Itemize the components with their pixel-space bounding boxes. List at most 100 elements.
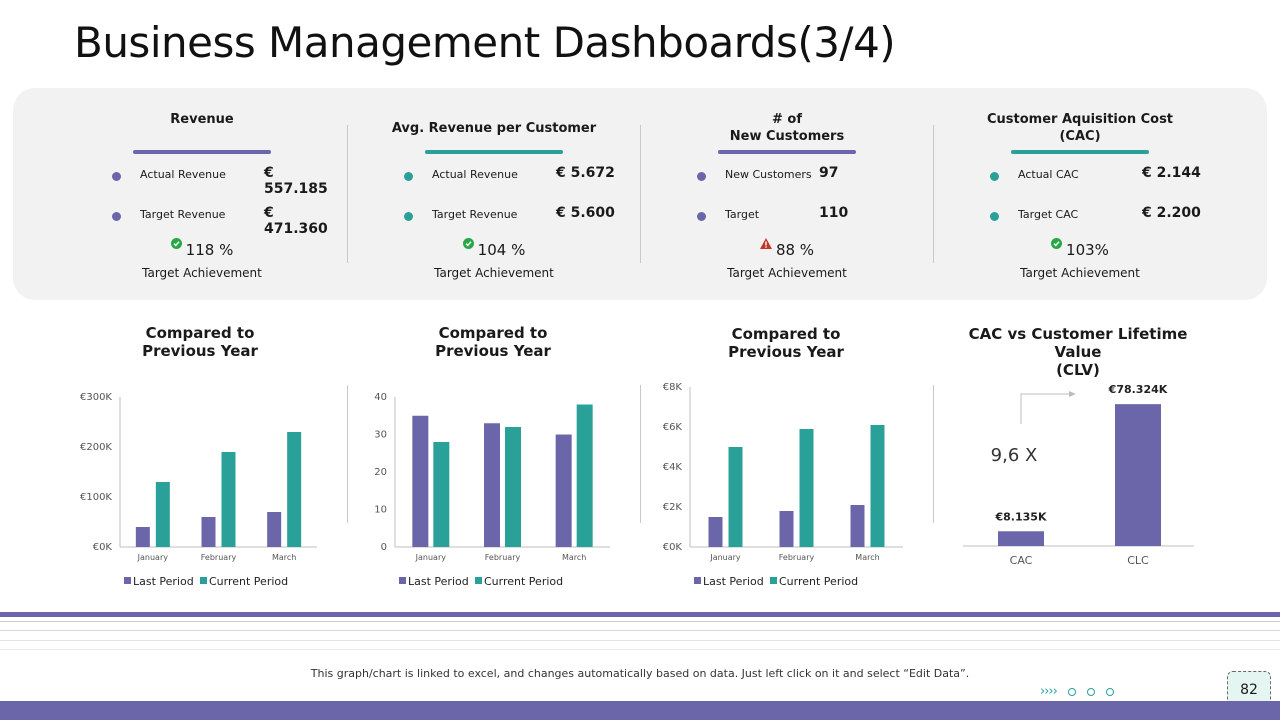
footer-rule xyxy=(0,640,1280,641)
chart-title-line: CAC vs Customer Lifetime Value xyxy=(968,325,1188,361)
bar-cac xyxy=(998,531,1044,546)
y-tick-label: €4K xyxy=(663,462,683,473)
x-tick-label: February xyxy=(779,553,815,562)
bullet-dot xyxy=(697,212,706,221)
chart-title-line: Compared to xyxy=(438,324,548,342)
row-label: Target Revenue xyxy=(432,208,518,221)
row-value: € 5.672 xyxy=(556,165,615,181)
y-tick-label: €0K xyxy=(93,542,113,553)
check-icon xyxy=(1051,235,1063,253)
kpi-head: Avg. Revenue per Customer xyxy=(391,121,597,136)
kpi-underline xyxy=(425,150,563,154)
y-tick-label: €6K xyxy=(663,422,683,433)
y-tick-label: 0 xyxy=(381,542,387,553)
y-tick-label: 20 xyxy=(374,467,387,478)
kpi-underline xyxy=(133,150,271,154)
kpi-percent: 88 % xyxy=(642,238,932,259)
arrow-head-icon xyxy=(1069,391,1076,397)
circle-icon xyxy=(1106,687,1115,696)
legend-swatch xyxy=(475,577,482,584)
y-tick-label: 40 xyxy=(374,392,387,403)
y-tick-label: €2K xyxy=(663,502,683,513)
row-label: Actual CAC xyxy=(1018,168,1079,181)
target-achievement-label: Target Achievement xyxy=(727,266,847,280)
bullet-dot xyxy=(112,212,121,221)
row-label: Target Revenue xyxy=(140,208,226,221)
row-value: € 5.600 xyxy=(556,205,615,221)
x-tick-label: January xyxy=(709,553,741,562)
chart-title: Compared to Previous Year xyxy=(666,325,906,361)
chevrons-icon: ›››› xyxy=(1040,684,1058,699)
bar-current-period xyxy=(221,452,236,547)
bar-current-period xyxy=(799,429,814,547)
bullet-dot xyxy=(697,172,706,181)
y-tick-label: 10 xyxy=(374,505,387,516)
data-label: €8.135K xyxy=(995,510,1047,523)
kpi-head-line: Customer Aquisition Cost xyxy=(986,112,1174,127)
bar-last-period xyxy=(484,423,500,547)
circle-icon xyxy=(1087,687,1096,696)
kpi-panel: Revenue Actual Revenue € 557.185 Target … xyxy=(13,88,1267,300)
x-tick-label: February xyxy=(485,553,521,562)
legend-swatch xyxy=(200,577,207,584)
row-label: Actual Revenue xyxy=(432,168,518,181)
kpi-new-customers: # of New Customers New Customers 97 Targ… xyxy=(642,88,932,300)
x-tick-label: March xyxy=(855,553,879,562)
bullet-dot xyxy=(990,212,999,221)
kpi-head-line: # of xyxy=(771,112,802,127)
legend-swatch xyxy=(694,577,701,584)
chart-title-line: Previous Year xyxy=(435,342,551,360)
nav-indicators: ›››› xyxy=(1040,684,1115,699)
x-tick-label: March xyxy=(272,553,296,562)
y-tick-label: €300K xyxy=(80,392,112,403)
chart-title-line: Compared to xyxy=(145,324,255,342)
row-value: € 557.185 xyxy=(264,165,328,197)
row-label: Target xyxy=(725,208,760,221)
bottom-bar xyxy=(0,701,1280,720)
legend-label: Current Period xyxy=(209,575,288,588)
divider xyxy=(347,125,348,263)
legend-label: Last Period xyxy=(703,575,764,588)
bar-current-period xyxy=(576,404,593,547)
kpi-underline xyxy=(718,150,856,154)
kpi-head-line: New Customers xyxy=(729,129,845,144)
bar-last-period xyxy=(267,512,282,547)
legend-label: Current Period xyxy=(779,575,858,588)
ratio-arrow-line xyxy=(1020,393,1072,424)
row-value: € 471.360 xyxy=(264,205,328,237)
data-label: €78.324K xyxy=(1108,383,1168,396)
bar-current-period xyxy=(287,432,302,547)
chart-title: Compared to Previous Year xyxy=(373,324,613,360)
target-achievement-label: Target Achievement xyxy=(1020,266,1140,280)
chart-title: Compared to Previous Year xyxy=(80,324,320,360)
kpi-underline xyxy=(1011,150,1149,154)
bar-last-period xyxy=(850,505,865,547)
bullet-dot xyxy=(404,212,413,221)
kpi-percent: 118 % xyxy=(57,238,347,259)
check-icon xyxy=(462,235,474,253)
legend-label: Current Period xyxy=(484,575,563,588)
chart-title: CAC vs Customer Lifetime Value (CLV) xyxy=(948,325,1208,379)
bar-last-period xyxy=(412,415,429,547)
y-tick-label: €0K xyxy=(663,542,683,553)
row-value: 110 xyxy=(819,205,849,221)
percent-value: 103% xyxy=(1066,241,1109,259)
footer-note: This graph/chart is linked to excel, and… xyxy=(310,667,970,680)
row-value: € 2.144 xyxy=(1142,165,1201,181)
divider xyxy=(347,385,348,523)
row-label: Target CAC xyxy=(1018,208,1079,221)
bar-last-period xyxy=(201,517,216,547)
check-icon xyxy=(170,235,182,253)
circle-icon xyxy=(1067,687,1076,696)
footer-divider xyxy=(0,612,1280,617)
y-tick-label: 30 xyxy=(374,430,387,441)
kpi-head: # of New Customers xyxy=(642,111,932,145)
kpi-percent: 103% xyxy=(935,238,1225,259)
bar-current-period xyxy=(433,442,450,547)
legend-swatch xyxy=(124,577,131,584)
kpi-cac: Customer Aquisition Cost (CAC) Actual CA… xyxy=(935,88,1225,300)
legend-label: Last Period xyxy=(408,575,469,588)
y-tick-label: €200K xyxy=(80,442,112,453)
kpi-head: Customer Aquisition Cost (CAC) xyxy=(935,111,1225,145)
row-label: New Customers xyxy=(725,168,812,181)
